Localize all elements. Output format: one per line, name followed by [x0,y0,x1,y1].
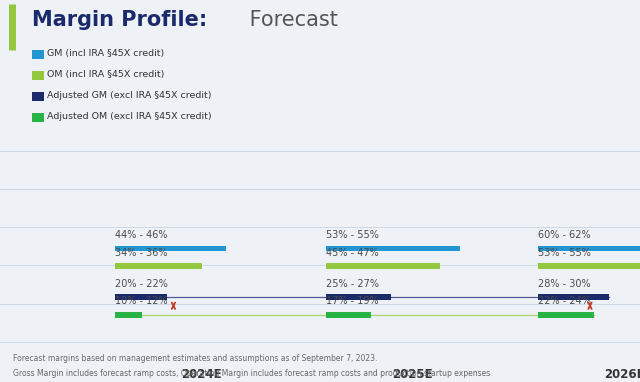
Text: Forecast margins based on management estimates and assumptions as of September 7: Forecast margins based on management est… [13,354,377,363]
Text: 20% - 22%: 20% - 22% [115,278,168,289]
Text: OM (incl IRA §45X credit): OM (incl IRA §45X credit) [47,70,164,79]
FancyBboxPatch shape [538,264,640,269]
FancyBboxPatch shape [115,264,202,269]
FancyBboxPatch shape [115,294,167,300]
Text: 53% - 55%: 53% - 55% [326,230,380,240]
Text: 17% - 19%: 17% - 19% [326,296,379,306]
FancyBboxPatch shape [326,312,371,317]
Text: 10% - 12%: 10% - 12% [115,296,168,306]
Text: Gross Margin includes forecast ramp costs, Operating Margin includes forecast ra: Gross Margin includes forecast ramp cost… [13,369,490,378]
Text: 25% - 27%: 25% - 27% [326,278,380,289]
FancyBboxPatch shape [115,246,227,251]
Text: 45% - 47%: 45% - 47% [326,248,379,258]
FancyBboxPatch shape [538,294,609,300]
Text: Margin Profile:: Margin Profile: [32,10,207,29]
Text: Forecast: Forecast [243,10,338,29]
Text: 2024E: 2024E [181,368,222,381]
Text: 22% - 24%: 22% - 24% [538,296,591,306]
FancyBboxPatch shape [326,264,440,269]
Text: 2026E: 2026E [604,368,640,381]
FancyBboxPatch shape [538,312,595,317]
Text: Adjusted OM (excl IRA §45X credit): Adjusted OM (excl IRA §45X credit) [47,112,211,121]
FancyBboxPatch shape [326,246,460,251]
FancyBboxPatch shape [115,312,142,317]
Text: GM (incl IRA §45X credit): GM (incl IRA §45X credit) [47,49,164,58]
Text: 53% - 55%: 53% - 55% [538,248,591,258]
Text: 60% - 62%: 60% - 62% [538,230,590,240]
FancyBboxPatch shape [538,246,640,251]
Text: Adjusted GM (excl IRA §45X credit): Adjusted GM (excl IRA §45X credit) [47,91,211,100]
Text: 2025E: 2025E [392,368,433,381]
FancyBboxPatch shape [326,294,390,300]
Text: 34% - 36%: 34% - 36% [115,248,168,258]
Text: 28% - 30%: 28% - 30% [538,278,590,289]
Text: 44% - 46%: 44% - 46% [115,230,168,240]
